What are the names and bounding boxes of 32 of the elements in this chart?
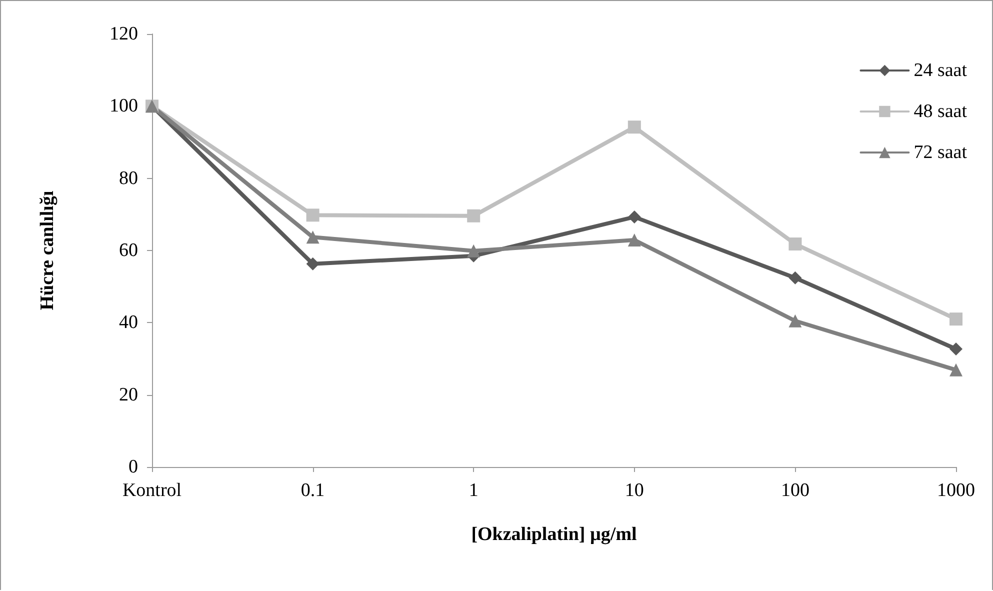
point: [628, 210, 641, 224]
legend-label: 72 saat: [914, 142, 968, 163]
point: [950, 312, 962, 326]
point: [628, 234, 641, 247]
x-tick-label: 10: [624, 480, 644, 501]
y-axis-title: Hücre canlılığı: [37, 190, 58, 310]
y-tick-label: 40: [119, 312, 138, 334]
legend-label: 48 saat: [914, 101, 968, 122]
point: [950, 342, 962, 356]
point: [306, 208, 320, 222]
legend-label: 24 saat: [914, 60, 968, 81]
y-tick-label: 80: [119, 168, 138, 189]
point: [950, 363, 962, 376]
x-tick-label: 1000: [937, 480, 975, 501]
y-tick-label: 20: [119, 384, 138, 406]
point: [788, 271, 802, 284]
point: [788, 314, 802, 328]
y-tick-label: 0: [128, 456, 138, 478]
x-tick-label: 1: [468, 480, 478, 501]
x-tick-label: 100: [780, 480, 810, 501]
point: [306, 230, 320, 244]
point: [306, 257, 320, 270]
point: [788, 238, 802, 251]
x-axis-title: [Okzaliplatin] µg/ml: [471, 524, 637, 545]
y-tick-label: 60: [119, 240, 138, 261]
x-tick-label: Kontrol: [122, 480, 182, 501]
x-tick-label: 0.1: [300, 480, 325, 501]
point: [467, 209, 480, 222]
point: [467, 244, 480, 258]
y-tick-label: 100: [110, 96, 138, 117]
point: [628, 120, 641, 134]
y-tick-label: 120: [110, 24, 138, 44]
